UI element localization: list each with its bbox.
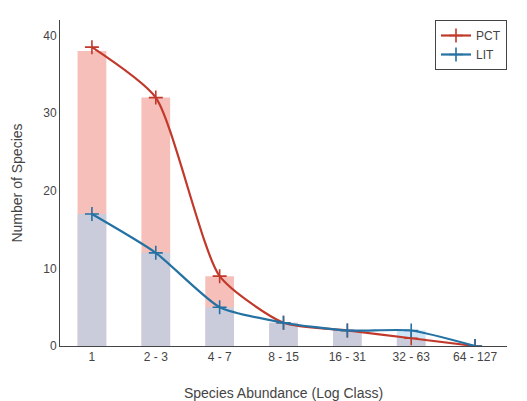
svg-text:32 - 63: 32 - 63 bbox=[393, 350, 431, 364]
svg-text:2 - 3: 2 - 3 bbox=[144, 350, 168, 364]
svg-text:64 - 127: 64 - 127 bbox=[453, 350, 497, 364]
svg-text:0: 0 bbox=[50, 339, 57, 353]
svg-text:30: 30 bbox=[43, 106, 57, 120]
svg-text:Number of Species: Number of Species bbox=[9, 123, 25, 242]
svg-text:4 - 7: 4 - 7 bbox=[208, 350, 232, 364]
svg-text:LIT: LIT bbox=[476, 48, 494, 62]
svg-text:Species Abundance (Log Class): Species Abundance (Log Class) bbox=[184, 385, 383, 401]
svg-text:8 - 15: 8 - 15 bbox=[268, 350, 299, 364]
svg-text:40: 40 bbox=[43, 29, 57, 43]
svg-text:16 - 31: 16 - 31 bbox=[329, 350, 367, 364]
svg-text:PCT: PCT bbox=[476, 29, 501, 43]
svg-text:1: 1 bbox=[89, 350, 96, 364]
svg-text:20: 20 bbox=[43, 184, 57, 198]
svg-text:10: 10 bbox=[43, 262, 57, 276]
